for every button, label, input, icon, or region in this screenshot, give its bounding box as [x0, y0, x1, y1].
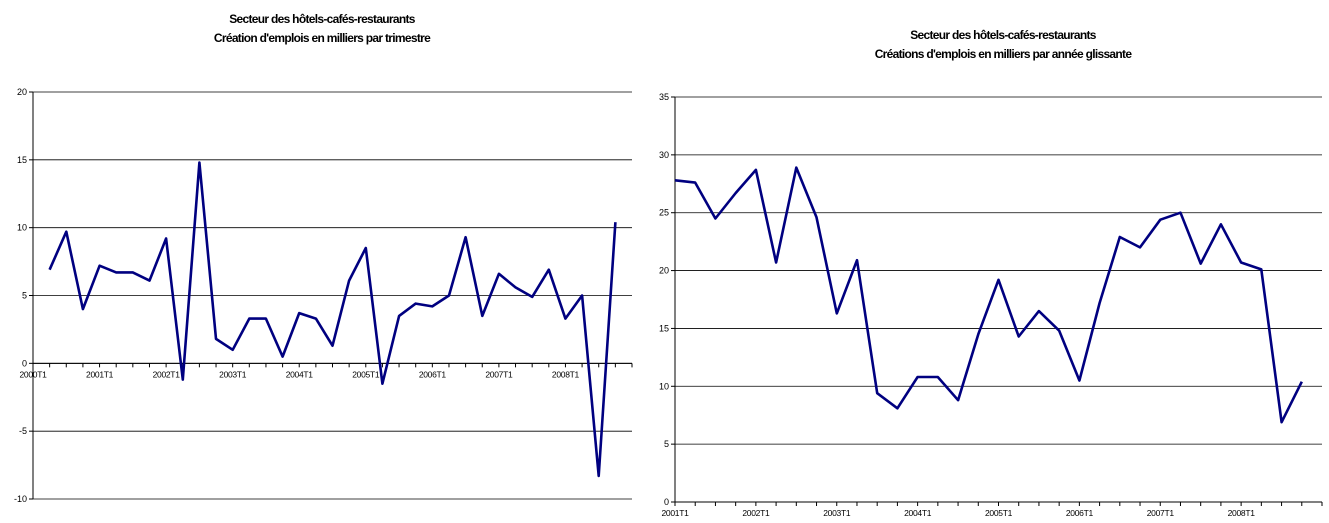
y-tick-label: 20 — [17, 87, 27, 97]
y-tick-label: 0 — [22, 358, 27, 368]
x-tick-label: 2003T1 — [219, 369, 247, 379]
x-tick-label: 2003T1 — [823, 508, 851, 518]
y-tick-label: 30 — [659, 150, 669, 160]
y-tick-label: 25 — [659, 208, 669, 218]
x-tick-label: 2000T1 — [19, 369, 47, 379]
y-tick-label: -10 — [14, 494, 27, 504]
x-tick-label: 2004T1 — [904, 508, 932, 518]
y-tick-label: 15 — [17, 155, 27, 165]
x-tick-label: 2007T1 — [1147, 508, 1175, 518]
chart-subtitle: Créations d'emplois en milliers par anné… — [875, 47, 1133, 61]
y-tick-label: 5 — [22, 291, 27, 301]
chart-rolling-year-job-creation: Secteur des hôtels-cafés-restaurants Cré… — [659, 28, 1323, 518]
chart-title: Secteur des hôtels-cafés-restaurants — [910, 28, 1097, 42]
y-tick-label: 10 — [17, 223, 27, 233]
y-tick-label: 10 — [659, 381, 669, 391]
x-tick-label: 2008T1 — [552, 369, 580, 379]
x-tick-label: 2002T1 — [153, 369, 181, 379]
x-tick-label: 2001T1 — [661, 508, 689, 518]
x-tick-label: 2008T1 — [1228, 508, 1256, 518]
y-tick-label: -5 — [19, 426, 27, 436]
x-tick-label: 2006T1 — [1066, 508, 1094, 518]
y-tick-label: 15 — [659, 323, 669, 333]
y-tick-label: 5 — [664, 439, 669, 449]
x-tick-label: 2005T1 — [985, 508, 1013, 518]
y-tick-label: 35 — [659, 92, 669, 102]
series-line — [674, 166, 1303, 424]
chart-title: Secteur des hôtels-cafés-restaurants — [229, 12, 416, 26]
chart-subtitle: Création d'emplois en milliers par trime… — [214, 31, 431, 45]
chart-quarterly-job-creation: Secteur des hôtels-cafés-restaurants Cré… — [14, 12, 633, 504]
x-tick-label: 2002T1 — [742, 508, 770, 518]
x-tick-label: 2007T1 — [485, 369, 513, 379]
x-tick-label: 2006T1 — [419, 369, 447, 379]
x-tick-label: 2005T1 — [352, 369, 380, 379]
y-tick-label: 0 — [664, 497, 669, 507]
x-tick-label: 2004T1 — [286, 369, 314, 379]
y-tick-label: 20 — [659, 266, 669, 276]
series-line — [48, 161, 617, 478]
x-tick-label: 2001T1 — [86, 369, 114, 379]
